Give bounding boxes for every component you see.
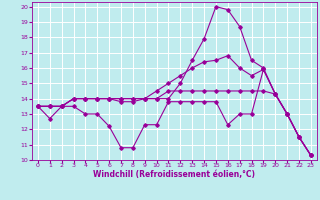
X-axis label: Windchill (Refroidissement éolien,°C): Windchill (Refroidissement éolien,°C) bbox=[93, 170, 255, 179]
